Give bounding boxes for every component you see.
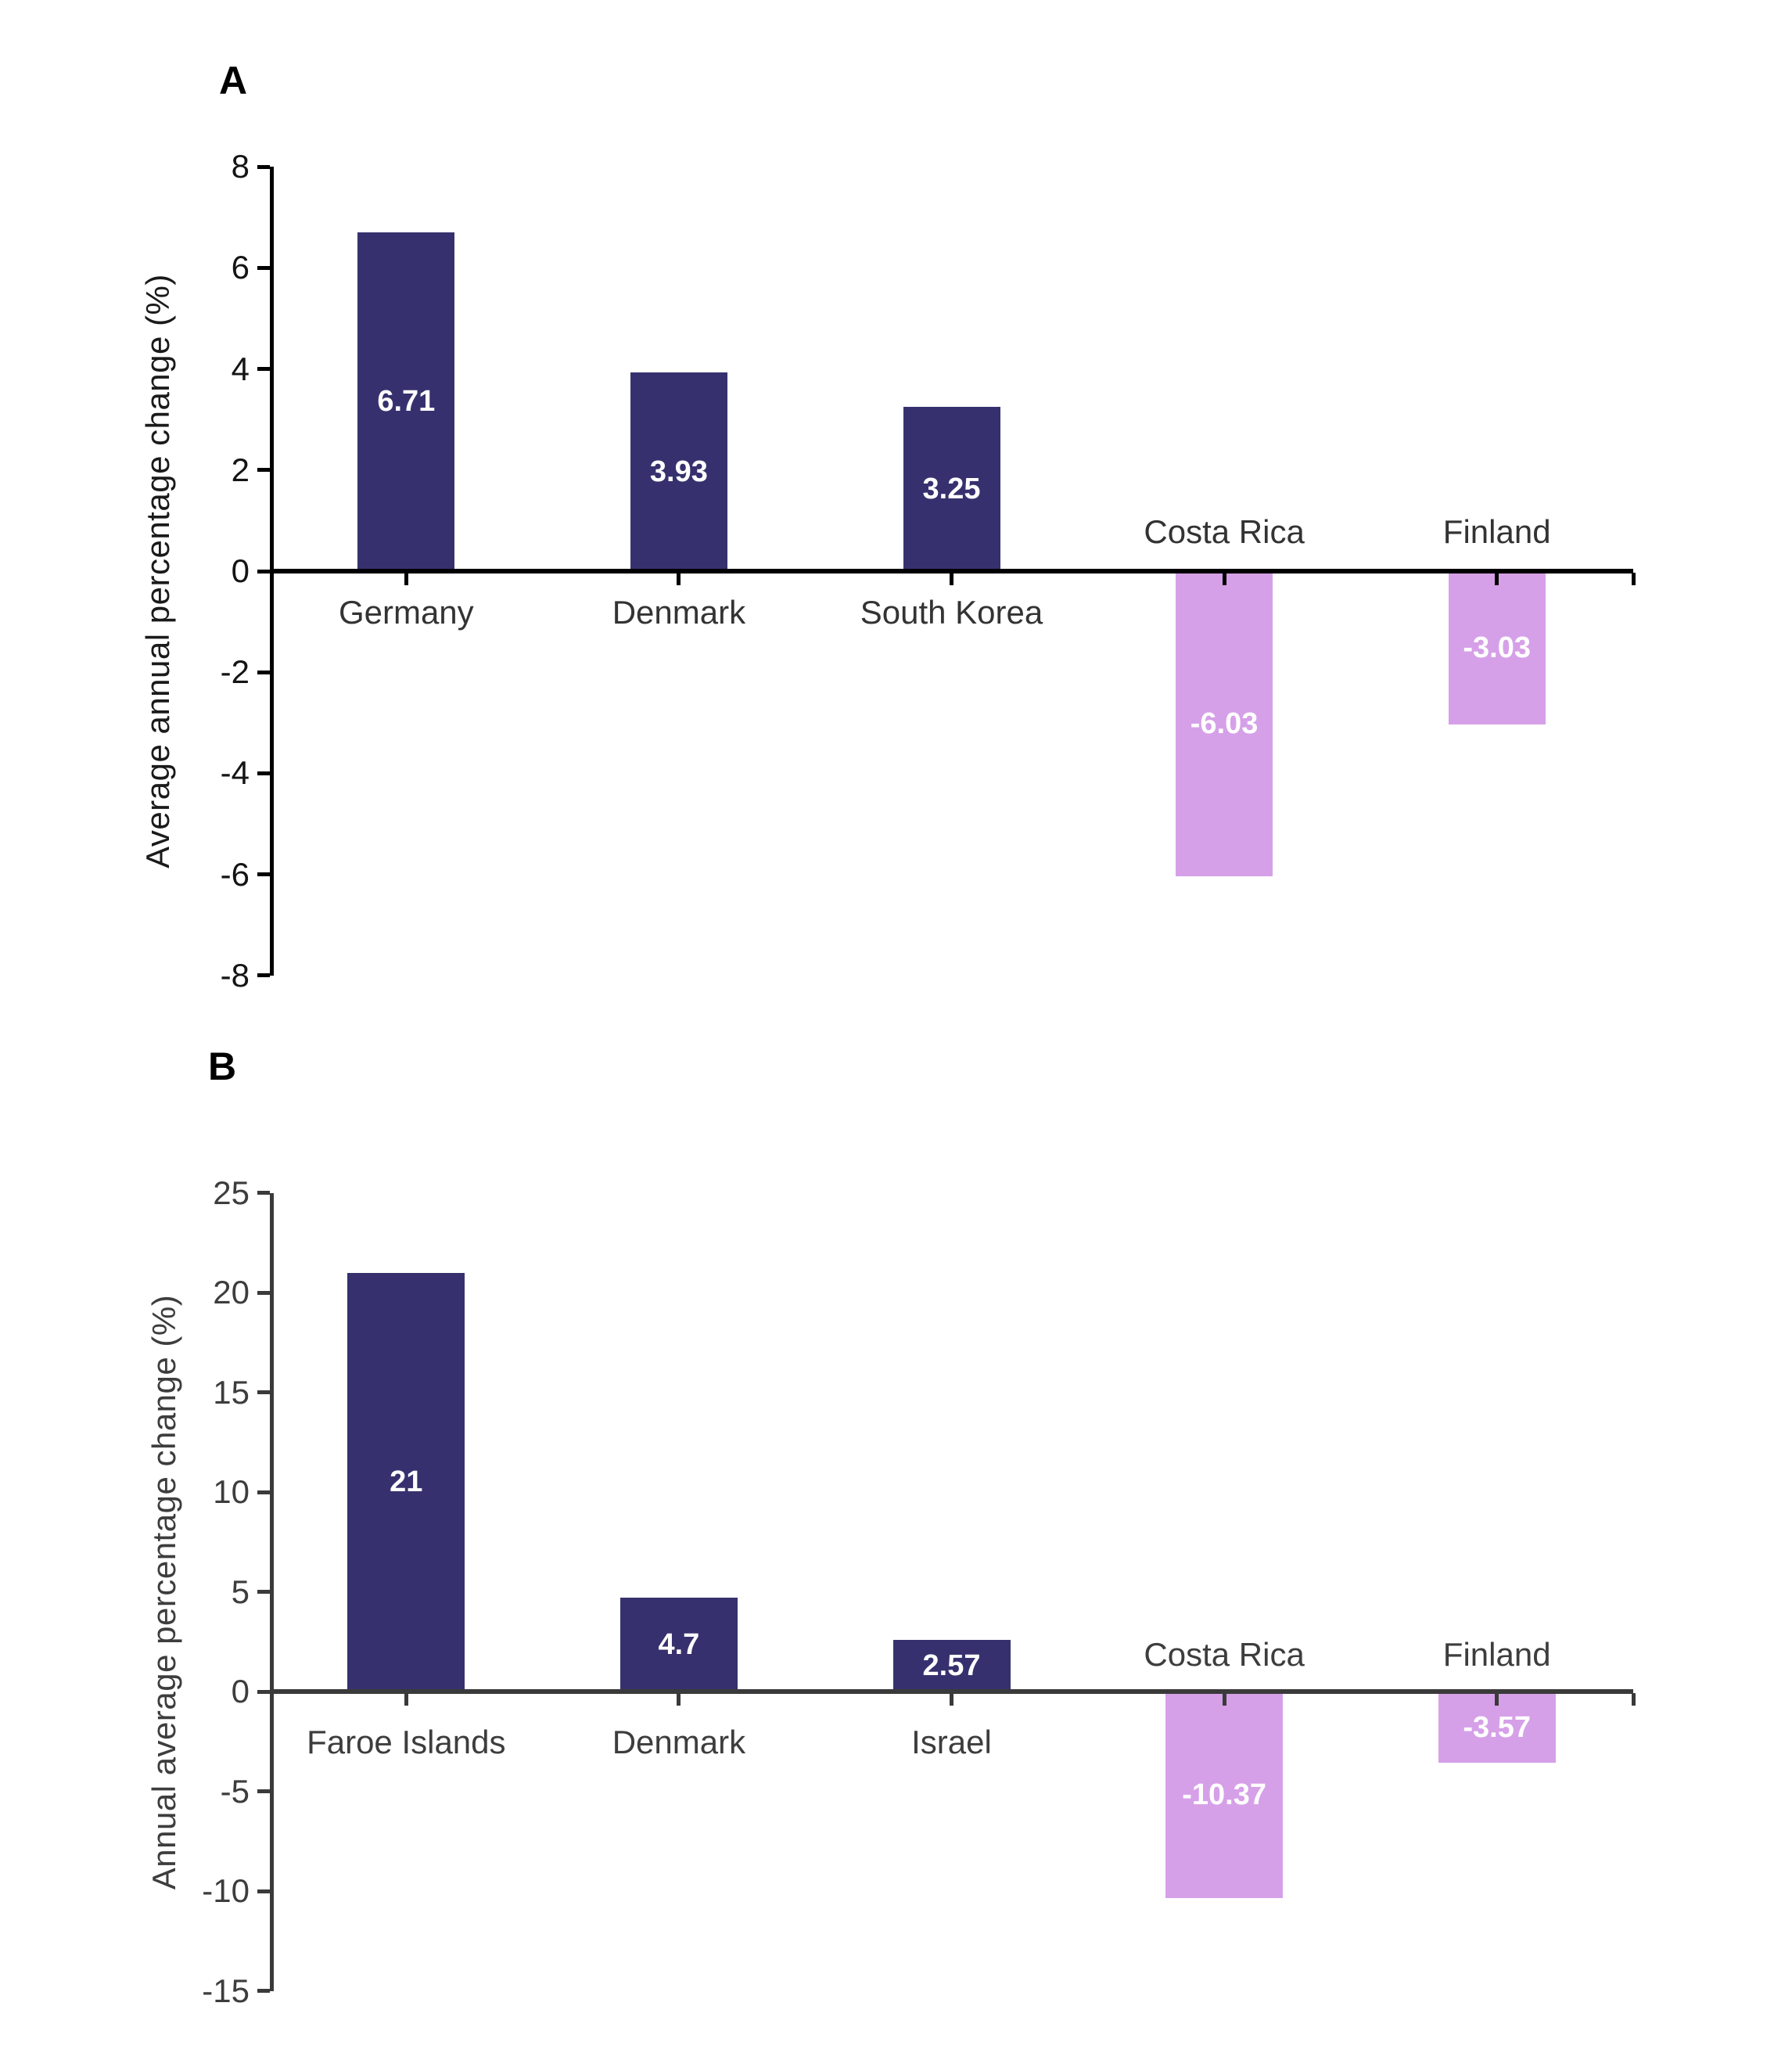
y-tick [257, 265, 270, 270]
x-tick-finland [1495, 573, 1499, 585]
y-tick-label: -2 [220, 653, 250, 691]
y-tick [257, 367, 270, 372]
y-tick [257, 1889, 270, 1893]
y-tick [257, 1390, 270, 1394]
category-label-finland: Finland [1442, 1636, 1551, 1673]
category-label-denmark: Denmark [612, 1724, 746, 1760]
y-tick [257, 468, 270, 473]
y-tick [257, 569, 270, 573]
x-tick-israel [950, 1693, 953, 1706]
y-tick-label: 6 [231, 249, 250, 286]
y-tick-label: 15 [213, 1373, 250, 1411]
y-tick-label: 8 [231, 148, 250, 185]
y-tick-label: -5 [220, 1772, 250, 1810]
y-tick [257, 1789, 270, 1793]
y-tick-label: -6 [220, 855, 250, 893]
value-label-finland: -3.03 [1463, 631, 1531, 664]
value-label-south-korea: 3.25 [922, 473, 981, 506]
value-label-denmark: 3.93 [649, 455, 708, 489]
bar-south-korea: 3.25 [903, 407, 1000, 571]
y-tick-label: -10 [202, 1872, 250, 1909]
y-tick [257, 1490, 270, 1494]
x-axis-line [270, 569, 1633, 573]
panel-a-label: A [219, 59, 248, 102]
category-label-costa-rica: Costa Rica [1144, 513, 1305, 550]
x-tick-denmark [677, 1693, 681, 1706]
y-tick [257, 1290, 270, 1295]
category-label-israel: Israel [911, 1724, 992, 1760]
y-axis-line [270, 1192, 274, 1991]
category-label-faroe-islands: Faroe Islands [307, 1724, 506, 1760]
x-tick-finland [1495, 1693, 1499, 1706]
y-tick-label: 5 [231, 1573, 250, 1610]
panel-b-label: B [208, 1044, 237, 1088]
y-tick-label: 25 [213, 1174, 250, 1211]
bar-finland: -3.57 [1438, 1692, 1556, 1764]
y-tick [257, 1689, 270, 1694]
y-axis-line [270, 167, 274, 976]
y-tick-label: 2 [231, 451, 250, 488]
y-tick [257, 164, 270, 169]
category-label-finland: Finland [1442, 513, 1551, 550]
value-label-denmark: 4.7 [658, 1628, 700, 1662]
y-tick [257, 1989, 270, 1993]
value-label-israel: 2.57 [922, 1649, 981, 1683]
bar-finland: -3.03 [1448, 571, 1546, 724]
bar-costa-rica: -10.37 [1165, 1692, 1284, 1899]
category-label-south-korea: South Korea [860, 594, 1043, 631]
value-label-costa-rica: -10.37 [1182, 1778, 1266, 1812]
y-tick-label: -4 [220, 754, 250, 792]
y-tick-label: 4 [231, 350, 250, 387]
y-tick-label: 0 [231, 552, 250, 589]
x-tick-costa-rica [1222, 573, 1226, 585]
y-tick [257, 771, 270, 775]
y-tick-label: -15 [202, 1972, 250, 2009]
x-axis-end-tick [1631, 1693, 1636, 1706]
y-tick [257, 1590, 270, 1594]
bar-israel: 2.57 [892, 1640, 1011, 1692]
y-tick [257, 1191, 270, 1195]
x-tick-germany [404, 573, 408, 585]
value-label-costa-rica: -6.03 [1190, 707, 1259, 740]
value-label-germany: 6.71 [377, 385, 436, 419]
x-axis-end-tick [1631, 573, 1636, 585]
x-tick-costa-rica [1222, 1693, 1226, 1706]
y-tick-label: 10 [213, 1473, 250, 1510]
panel-a-y-axis-title: Average annual percentage change (%) [139, 274, 176, 868]
y-tick [257, 973, 270, 978]
panel-b-y-axis-title: Annual average percentage change (%) [145, 1294, 182, 1890]
x-tick-faroe-islands [404, 1693, 408, 1706]
x-tick-denmark [677, 573, 681, 585]
y-tick [257, 872, 270, 877]
x-axis-line [270, 1689, 1633, 1694]
bar-denmark: 3.93 [630, 372, 727, 571]
category-label-germany: Germany [338, 594, 474, 631]
bar-faroe-islands: 21 [347, 1272, 465, 1692]
x-tick-south-korea [950, 573, 953, 585]
y-tick [257, 670, 270, 674]
bar-costa-rica: -6.03 [1176, 571, 1273, 876]
category-label-costa-rica: Costa Rica [1144, 1636, 1305, 1673]
value-label-faroe-islands: 21 [390, 1465, 423, 1499]
bar-germany: 6.71 [357, 232, 455, 571]
y-tick-label: 20 [213, 1274, 250, 1311]
y-tick-label: -8 [220, 956, 250, 994]
bar-denmark: 4.7 [619, 1598, 738, 1692]
value-label-finland: -3.57 [1463, 1710, 1531, 1744]
y-tick-label: 0 [231, 1673, 250, 1710]
category-label-denmark: Denmark [612, 594, 746, 631]
